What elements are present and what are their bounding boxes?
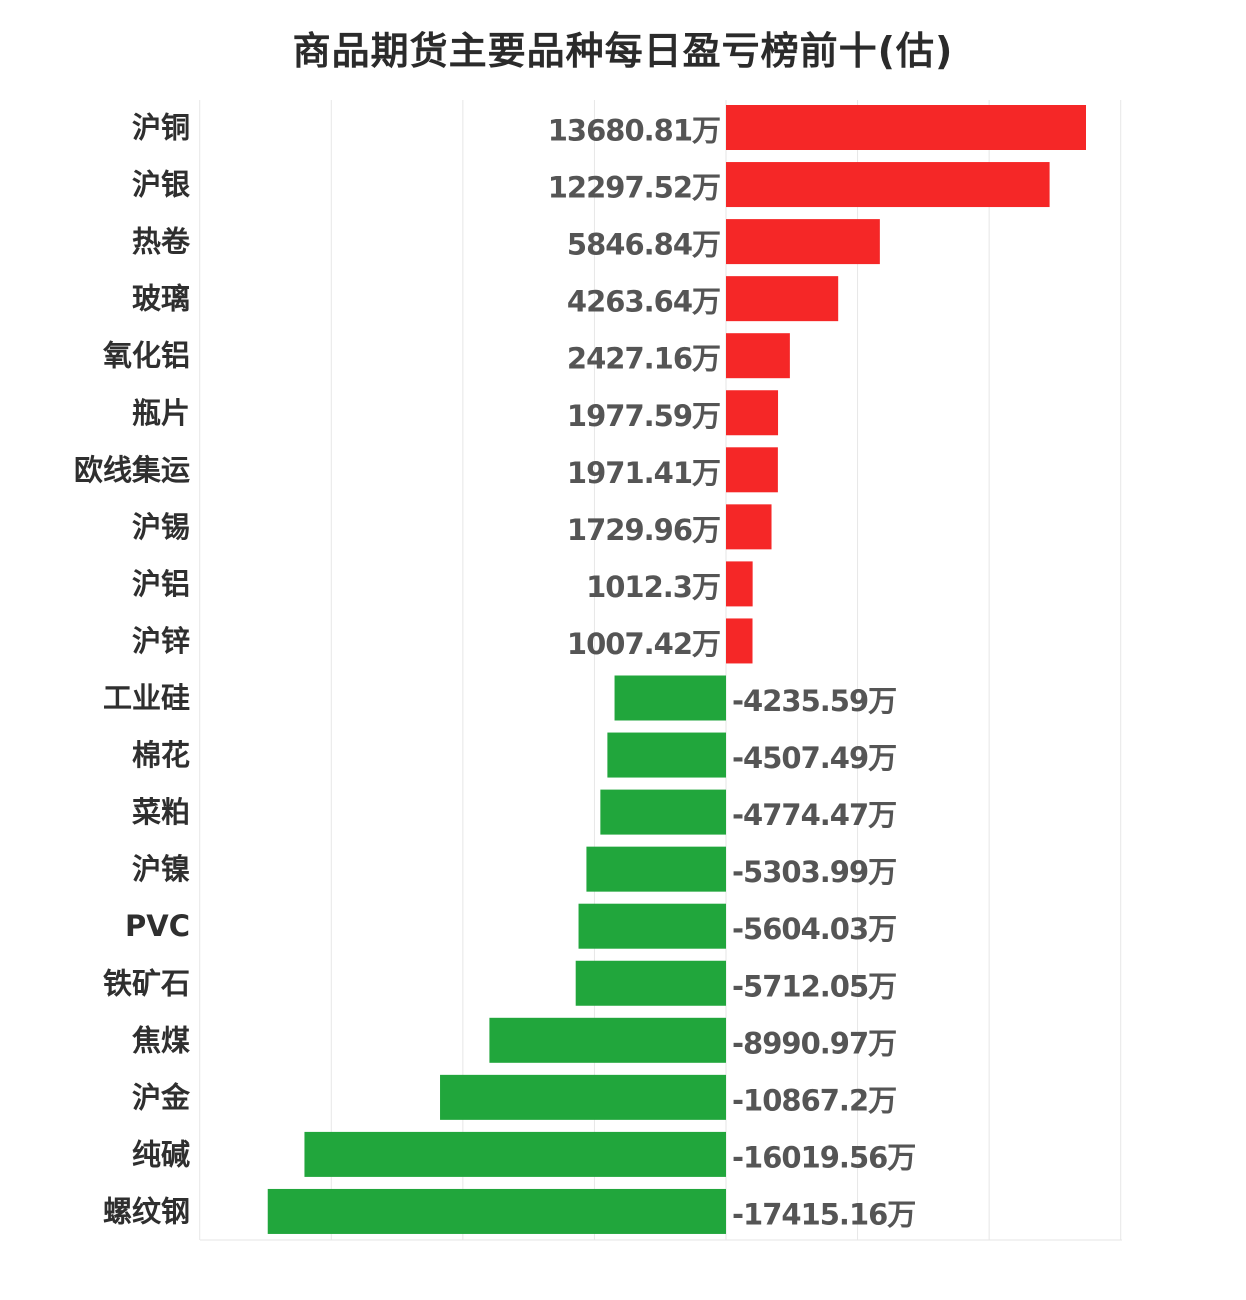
value-label: 12297.52万	[548, 171, 720, 205]
value-label: 1729.96万	[567, 513, 720, 547]
value-label: -4235.59万	[732, 684, 896, 718]
category-label: 螺纹钢	[103, 1194, 190, 1228]
bar	[726, 618, 753, 664]
category-label: 瓶片	[132, 396, 190, 430]
value-label: 1971.41万	[567, 456, 720, 490]
value-label: 13680.81万	[548, 114, 720, 148]
value-label: 4263.64万	[567, 285, 720, 319]
category-label: 沪铝	[132, 567, 190, 601]
bar	[726, 105, 1086, 150]
category-label: 玻璃	[132, 282, 190, 316]
bar	[726, 333, 790, 379]
value-label: 2427.16万	[567, 342, 720, 376]
bar	[726, 162, 1050, 208]
category-label: 铁矿石	[103, 966, 190, 1000]
bar	[614, 675, 726, 721]
bar	[726, 504, 772, 550]
category-label: 纯碱	[132, 1137, 190, 1171]
value-label: 5846.84万	[567, 228, 720, 262]
value-label: -16019.56万	[732, 1140, 915, 1174]
bar	[726, 390, 779, 436]
chart-title: 商品期货主要品种每日盈亏榜前十(估)	[292, 29, 954, 73]
bar	[489, 1017, 726, 1063]
category-label: PVC	[125, 909, 190, 943]
value-label: -10867.2万	[732, 1083, 896, 1117]
category-label: 沪金	[132, 1080, 191, 1114]
value-label: 1977.59万	[567, 399, 720, 433]
bar	[607, 732, 726, 778]
bar	[578, 903, 726, 949]
category-label: 沪铜	[132, 111, 190, 145]
category-label: 沪锡	[132, 510, 190, 544]
value-label: -4774.47万	[732, 798, 896, 832]
value-label: -17415.16万	[732, 1197, 915, 1231]
category-label: 棉花	[132, 738, 190, 772]
category-label: 工业硅	[103, 681, 190, 715]
category-label: 沪银	[132, 168, 190, 202]
value-label: 1007.42万	[567, 627, 720, 661]
category-label: 氧化铝	[102, 339, 190, 373]
bar	[304, 1131, 726, 1177]
category-label: 焦煤	[132, 1023, 190, 1057]
category-label: 热卷	[132, 225, 191, 259]
bar	[600, 789, 726, 835]
value-label: -5604.03万	[732, 912, 896, 946]
bar	[726, 561, 753, 607]
bar	[440, 1074, 726, 1120]
bar	[267, 1188, 726, 1234]
bar	[726, 447, 778, 493]
bar	[726, 276, 839, 322]
category-label: 沪锌	[132, 624, 190, 658]
value-label: -5712.05万	[732, 969, 896, 1003]
value-label: -8990.97万	[732, 1026, 896, 1060]
value-label: 1012.3万	[586, 570, 720, 604]
category-label: 欧线集运	[74, 453, 190, 487]
bar	[586, 846, 726, 892]
value-label: -4507.49万	[732, 741, 896, 775]
category-label: 沪镍	[132, 852, 190, 886]
bar	[726, 219, 880, 265]
category-label: 菜粕	[132, 795, 190, 829]
bar	[575, 960, 726, 1006]
value-label: -5303.99万	[732, 855, 896, 889]
